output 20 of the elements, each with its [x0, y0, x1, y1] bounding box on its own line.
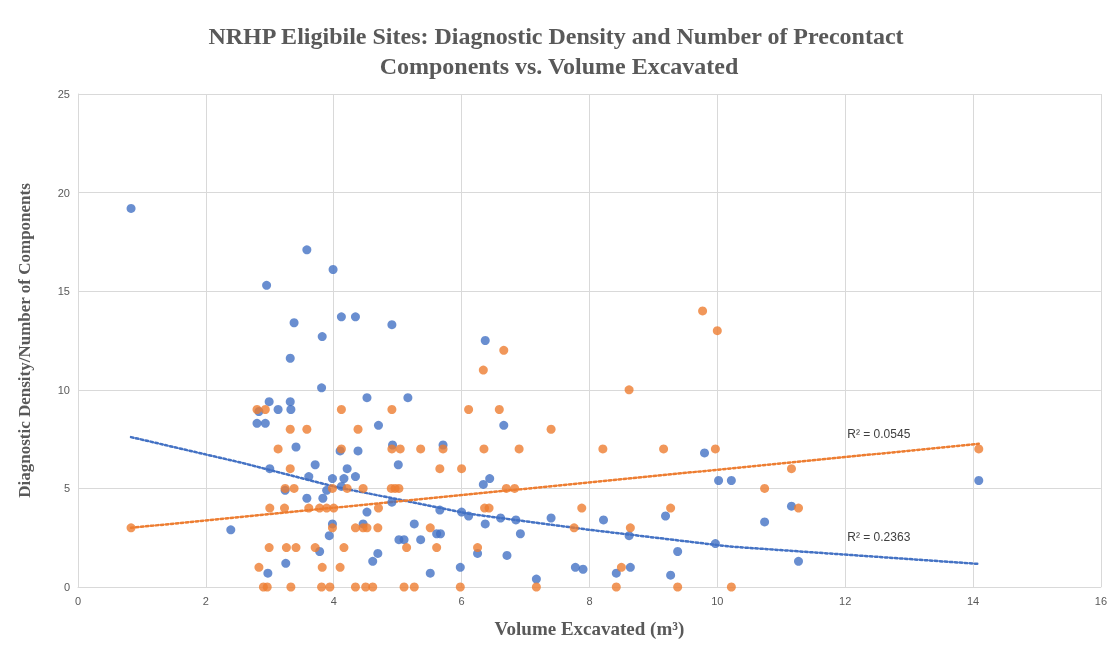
y-tick-label: 0: [63, 581, 70, 593]
x-tick-label: 6: [458, 594, 465, 607]
y-tick-label: 5: [63, 482, 70, 495]
x-tick-label: 8: [586, 594, 593, 607]
x-tick-label: 16: [1094, 594, 1108, 607]
y-tick-label: 20: [57, 186, 70, 199]
chart-title: NRHP Eligibile Sites: Diagnostic Density and Number of Precontact Components vs. Volume Excavated: [208, 23, 910, 79]
y-tick-label: 25: [57, 88, 70, 100]
x-axis-title: Volume Excavated (m³): [494, 618, 685, 640]
y-tick-label: 10: [57, 383, 70, 396]
x-tick-label: 0: [74, 594, 82, 607]
x-tick-label: 12: [839, 594, 852, 607]
x-tick-label: 4: [330, 594, 337, 607]
annotation: R² = 0.2363: [847, 529, 911, 544]
x-tick-label: 14: [966, 594, 980, 607]
annotation: R² = 0.0545: [847, 426, 911, 441]
x-tick-label: 10: [711, 594, 724, 607]
y-axis-title: Diagnostic Density/Number of Components: [15, 182, 34, 498]
y-tick-label: 15: [57, 285, 70, 298]
x-tick-label: 2: [202, 594, 209, 607]
